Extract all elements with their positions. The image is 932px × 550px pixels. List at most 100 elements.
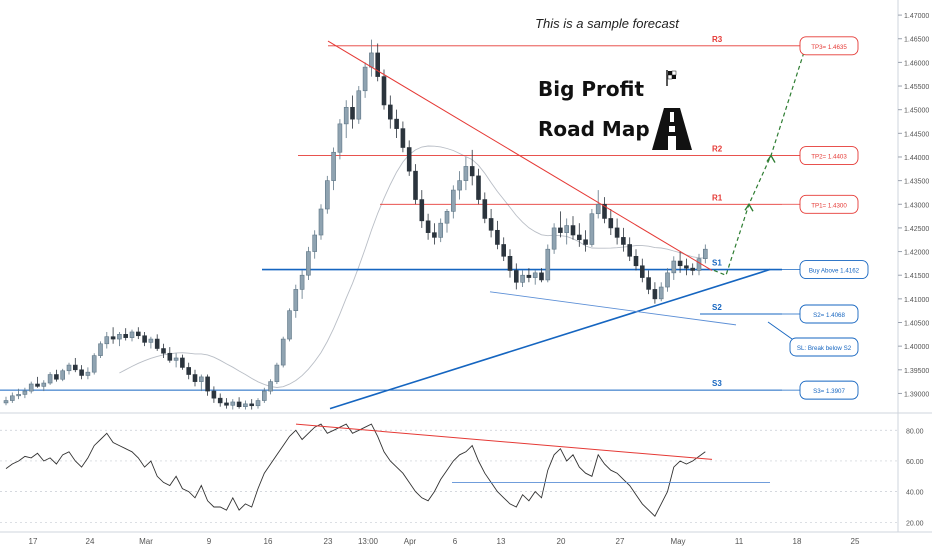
rsi-tick-label: 80.00 bbox=[906, 428, 924, 435]
candle-body bbox=[520, 274, 525, 283]
candle-body bbox=[60, 370, 66, 380]
candle-body bbox=[142, 335, 147, 343]
time-tick-label: May bbox=[670, 537, 685, 546]
forecast-arrowhead-tp1 bbox=[744, 202, 754, 212]
candle-body bbox=[413, 170, 418, 200]
price-tick-label: 1.42000 bbox=[904, 250, 929, 257]
tag-label-s1: Buy Above 1.4162 bbox=[809, 268, 860, 275]
time-tick-label: 20 bbox=[557, 537, 566, 546]
level-label-s2: S2 bbox=[712, 303, 722, 312]
time-tick-label: 9 bbox=[207, 537, 212, 546]
candle-body bbox=[312, 234, 318, 252]
price-tick-label: 1.40500 bbox=[904, 321, 929, 328]
price-tick-label: 1.44500 bbox=[904, 131, 929, 138]
price-tick-label: 1.45000 bbox=[904, 108, 929, 115]
forecast-arrowhead-tp2 bbox=[766, 154, 776, 163]
candle-body bbox=[268, 381, 273, 392]
tag-label-r3: TP3= 1.4635 bbox=[811, 44, 847, 51]
grid bbox=[0, 429, 898, 523]
price-tick-label: 1.39000 bbox=[904, 391, 929, 398]
tag-box-s1 bbox=[799, 260, 869, 279]
tag-label-s3: S3= 1.3907 bbox=[813, 388, 845, 395]
candle-body bbox=[261, 390, 267, 401]
rsi-tick-label: 40.00 bbox=[906, 490, 924, 497]
time-tick-label: 25 bbox=[851, 537, 860, 546]
price-tick-label: 1.40000 bbox=[904, 344, 929, 351]
price-tick-label: 1.47000 bbox=[904, 13, 929, 20]
candle-body bbox=[564, 225, 570, 233]
candle-body bbox=[356, 90, 362, 120]
candle-body bbox=[501, 244, 507, 257]
candle-body bbox=[595, 203, 601, 215]
candle-body bbox=[73, 364, 78, 371]
candle-body bbox=[627, 244, 633, 257]
candle-body bbox=[199, 376, 204, 382]
candle-body bbox=[186, 367, 191, 375]
price-tick-label: 1.43500 bbox=[904, 179, 929, 186]
candle-body bbox=[425, 220, 431, 233]
candle-body bbox=[652, 289, 658, 300]
lower-channel-line bbox=[489, 291, 737, 326]
candle-body bbox=[406, 147, 412, 172]
candle-body bbox=[274, 364, 280, 382]
ascending-trendline bbox=[329, 268, 771, 410]
tag-box-sl bbox=[789, 337, 859, 357]
time-tick-label: 27 bbox=[616, 537, 625, 546]
candle-body bbox=[602, 203, 607, 219]
time-tick-label: 13 bbox=[497, 537, 506, 546]
candle-body bbox=[136, 331, 141, 337]
rsi-line bbox=[5, 423, 706, 517]
candle-body bbox=[243, 403, 248, 407]
candle-body bbox=[255, 400, 261, 407]
candle-body bbox=[16, 394, 21, 397]
candle-body bbox=[495, 229, 500, 245]
candle-body bbox=[419, 199, 425, 222]
candle-body bbox=[10, 395, 15, 401]
candle-body bbox=[28, 383, 34, 392]
candle-body bbox=[154, 338, 160, 349]
candle-body bbox=[463, 166, 469, 181]
rsi-descending-trendline bbox=[295, 423, 713, 460]
tag-label-s2: S2= 1.4068 bbox=[813, 312, 845, 319]
annotation-title-line2: Road Map bbox=[538, 117, 650, 141]
candle-body bbox=[3, 400, 9, 404]
candle-body bbox=[280, 338, 286, 366]
candle-body bbox=[450, 189, 456, 212]
price-tick-label: 1.41000 bbox=[904, 297, 929, 304]
candle-body bbox=[173, 357, 179, 361]
candle-body bbox=[306, 251, 311, 276]
candle-body bbox=[639, 265, 645, 278]
candle-body bbox=[432, 232, 437, 238]
candle-body bbox=[469, 166, 475, 177]
trendlines bbox=[327, 40, 771, 410]
forecast-arrows bbox=[713, 44, 811, 277]
candle-body bbox=[614, 227, 620, 238]
descending-trendline bbox=[327, 40, 713, 271]
price-tick-label: 1.43000 bbox=[904, 202, 929, 209]
candle-body bbox=[22, 390, 28, 395]
candle-body bbox=[690, 267, 696, 271]
tag-label-r2: TP2= 1.4403 bbox=[811, 154, 847, 161]
candle-body bbox=[457, 180, 462, 191]
candle-body bbox=[211, 390, 217, 399]
candle-body bbox=[85, 371, 91, 376]
candle-body bbox=[476, 175, 481, 200]
candle-body bbox=[381, 76, 387, 106]
candle-body bbox=[539, 272, 544, 281]
time-tick-label: 17 bbox=[29, 537, 38, 546]
candle-body bbox=[444, 211, 450, 224]
candle-body bbox=[369, 52, 374, 68]
candlesticks bbox=[3, 39, 708, 410]
rsi-tick-label: 60.00 bbox=[906, 459, 924, 466]
candle-body bbox=[583, 239, 588, 245]
moving-average bbox=[119, 145, 706, 388]
candle-body bbox=[192, 374, 198, 382]
candle-body bbox=[482, 199, 488, 219]
candle-body bbox=[387, 104, 393, 120]
price-tick-label: 1.44000 bbox=[904, 155, 929, 162]
tag-box-r3 bbox=[799, 36, 859, 56]
rsi-panel bbox=[5, 423, 770, 517]
candle-body bbox=[665, 272, 670, 288]
candle-body bbox=[375, 52, 381, 77]
candle-body bbox=[230, 401, 236, 406]
